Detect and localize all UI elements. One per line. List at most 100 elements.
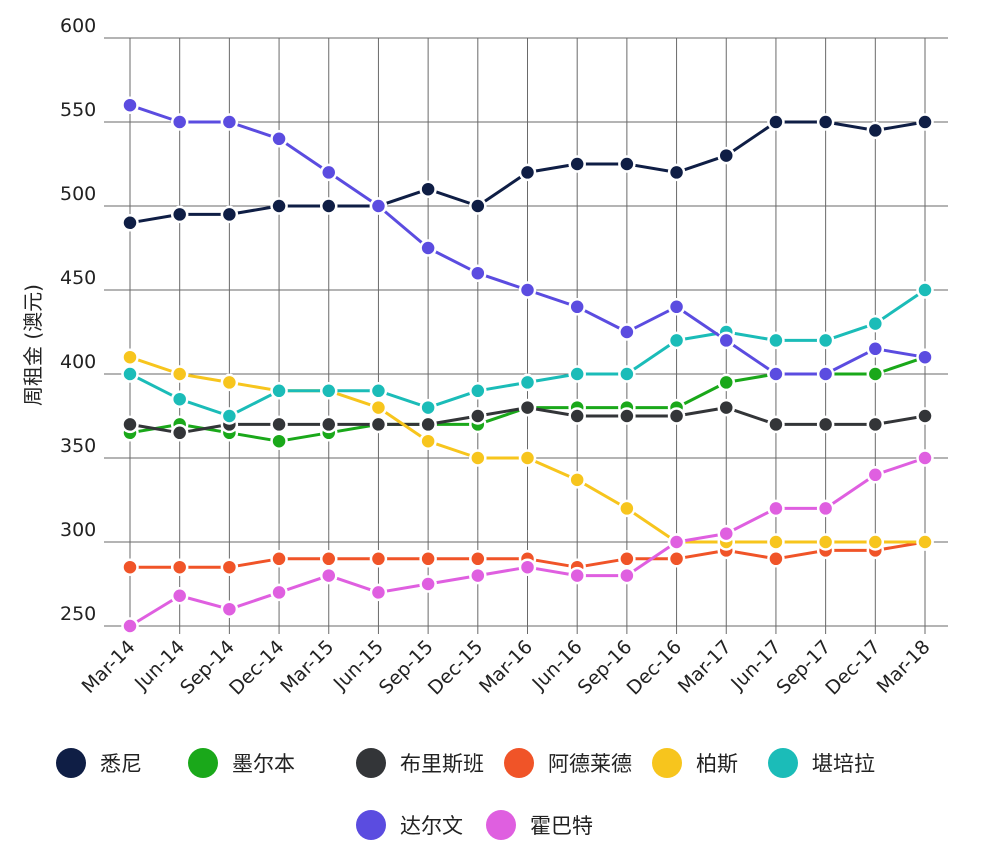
data-point xyxy=(916,281,934,299)
data-point xyxy=(518,373,537,392)
data-point xyxy=(419,550,437,568)
legend-item: 墨尔本 xyxy=(188,748,295,778)
data-point xyxy=(170,113,189,131)
data-point xyxy=(121,96,139,114)
data-point xyxy=(220,373,239,392)
x-tick-label: Dec-15 xyxy=(424,636,488,700)
data-point xyxy=(469,566,487,585)
data-point xyxy=(618,323,636,341)
data-point xyxy=(667,331,686,350)
y-tick-label: 300 xyxy=(60,519,96,541)
data-point xyxy=(270,197,288,215)
series-霍巴特 xyxy=(121,449,934,635)
data-point xyxy=(369,550,388,568)
x-tick-label: Mar-16 xyxy=(475,636,537,698)
data-point xyxy=(270,550,288,568)
data-point xyxy=(121,415,139,434)
data-point xyxy=(568,471,586,489)
legend-label: 柏斯 xyxy=(696,752,738,776)
data-point xyxy=(767,113,785,131)
series-达尔文 xyxy=(121,96,934,383)
data-point xyxy=(419,575,437,593)
data-point xyxy=(220,205,239,224)
data-point xyxy=(866,340,885,358)
data-point xyxy=(717,331,735,350)
data-point xyxy=(866,365,885,383)
data-point xyxy=(121,214,139,232)
data-point xyxy=(717,398,735,417)
data-point xyxy=(270,130,288,148)
x-tick-label: Mar-18 xyxy=(873,636,935,698)
data-point xyxy=(469,449,487,467)
data-point xyxy=(320,550,338,568)
legend-swatch xyxy=(356,810,386,840)
data-point xyxy=(369,382,388,400)
data-point xyxy=(767,415,785,434)
data-point xyxy=(916,113,934,131)
data-point xyxy=(320,415,338,434)
y-tick-label: 400 xyxy=(60,351,96,373)
legend-item: 达尔文 xyxy=(356,810,463,840)
data-point xyxy=(916,449,934,467)
legend-item: 霍巴特 xyxy=(486,810,593,840)
data-point xyxy=(667,533,686,551)
data-point xyxy=(320,197,338,215)
data-point xyxy=(667,298,686,316)
legend-swatch xyxy=(486,810,516,840)
data-point xyxy=(568,298,586,316)
data-point xyxy=(170,587,189,605)
legend-label: 堪培拉 xyxy=(812,752,875,776)
data-point xyxy=(518,449,537,467)
data-point xyxy=(568,155,586,173)
data-point xyxy=(916,533,934,551)
data-point xyxy=(568,566,586,585)
data-point xyxy=(220,600,239,618)
data-point xyxy=(667,550,686,568)
legend-swatch xyxy=(768,748,798,778)
data-point xyxy=(717,373,735,392)
data-point xyxy=(270,583,288,602)
data-point xyxy=(618,499,636,518)
data-point xyxy=(767,499,785,518)
data-point xyxy=(320,163,338,182)
data-point xyxy=(866,415,885,434)
data-point xyxy=(369,415,388,434)
data-point xyxy=(270,382,288,400)
y-tick-label: 350 xyxy=(60,435,96,457)
legend-item: 悉尼 xyxy=(56,748,142,778)
data-point xyxy=(816,499,835,518)
legend-item: 阿德莱德 xyxy=(504,748,632,778)
data-point xyxy=(419,180,437,198)
data-point xyxy=(220,558,239,576)
data-point xyxy=(816,533,835,551)
legend-label: 布里斯班 xyxy=(400,752,484,776)
data-point xyxy=(270,415,288,434)
data-point xyxy=(170,365,189,383)
data-point xyxy=(320,382,338,400)
data-point xyxy=(469,264,487,282)
data-point xyxy=(568,365,586,383)
data-point xyxy=(369,583,388,602)
data-point xyxy=(518,558,537,576)
data-point xyxy=(717,524,735,543)
y-axis-label: 周租金 (澳元) xyxy=(21,284,45,406)
data-point xyxy=(816,365,835,383)
data-point xyxy=(767,331,785,350)
y-tick-label: 250 xyxy=(60,603,96,625)
data-point xyxy=(419,432,437,450)
data-point xyxy=(767,365,785,383)
data-point xyxy=(816,331,835,350)
data-point xyxy=(767,550,785,568)
data-point xyxy=(469,382,487,400)
legend-label: 达尔文 xyxy=(400,814,463,838)
legend-swatch xyxy=(356,748,386,778)
data-point xyxy=(469,407,487,425)
data-point xyxy=(518,398,537,417)
legend-swatch xyxy=(188,748,218,778)
legend-swatch xyxy=(652,748,682,778)
data-point xyxy=(220,407,239,425)
data-point xyxy=(866,121,885,140)
data-point xyxy=(419,239,437,257)
y-tick-label: 550 xyxy=(60,99,96,121)
data-point xyxy=(369,398,388,417)
